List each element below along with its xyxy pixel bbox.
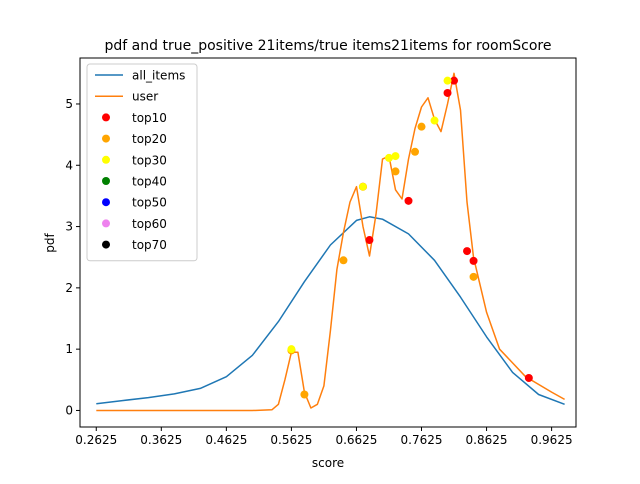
point-top20 xyxy=(300,390,309,399)
legend-label-top60: top60 xyxy=(132,217,167,231)
point-top20 xyxy=(469,272,478,281)
legend-label-top70: top70 xyxy=(132,238,167,252)
y-tick-label: 3 xyxy=(65,220,73,234)
legend-label-top30: top30 xyxy=(132,153,167,167)
point-top20 xyxy=(391,167,400,176)
legend-swatch-top20 xyxy=(102,134,110,143)
plot-layer xyxy=(96,72,565,412)
axes-layer: 0.2625 0.3625 0.4625 0.5625 0.6625 0.7625 0.86… xyxy=(65,97,572,447)
legend-swatch-top10 xyxy=(102,113,110,122)
legend-box xyxy=(86,63,198,262)
y-tick-label: 2 xyxy=(65,281,73,295)
point-top20 xyxy=(339,256,348,265)
y-tick-label: 0 xyxy=(65,403,73,417)
legend-swatch-top60 xyxy=(102,219,110,228)
series-line-user xyxy=(96,72,565,412)
point-top10 xyxy=(524,373,533,382)
point-top10 xyxy=(463,247,472,256)
legend-label-top40: top40 xyxy=(132,175,167,189)
point-top30 xyxy=(287,345,296,354)
point-top10 xyxy=(404,196,413,205)
x-tick-label: 0.8625 xyxy=(466,433,508,447)
legend-label-top50: top50 xyxy=(132,196,167,210)
point-top10 xyxy=(450,76,459,85)
legend-swatch-top50 xyxy=(102,198,110,207)
x-tick-label: 0.9625 xyxy=(531,433,573,447)
legend-label-user: user xyxy=(132,90,158,104)
point-top30 xyxy=(384,153,393,162)
x-tick-label: 0.3625 xyxy=(140,433,182,447)
point-top30 xyxy=(391,152,400,161)
x-axis-label: score xyxy=(312,456,344,470)
y-axis-label: pdf xyxy=(43,233,57,253)
point-top20 xyxy=(411,147,420,156)
legend-swatch-top70 xyxy=(102,240,110,249)
point-top10 xyxy=(365,236,374,245)
x-tick-label: 0.5625 xyxy=(270,433,312,447)
point-top30 xyxy=(443,76,452,85)
point-top20 xyxy=(417,122,426,131)
point-top30 xyxy=(430,116,439,125)
x-tick-label: 0.2625 xyxy=(75,433,117,447)
plot-frame xyxy=(79,57,577,428)
y-tick-label: 5 xyxy=(65,97,73,111)
x-tick-label: 0.4625 xyxy=(205,433,247,447)
x-tick-label: 0.6625 xyxy=(335,433,377,447)
point-top10 xyxy=(469,256,478,265)
legend-label-top10: top10 xyxy=(132,111,167,125)
legend-label-all-items: all_items xyxy=(132,69,185,83)
y-tick-label: 4 xyxy=(65,158,73,172)
legend-swatch-top30 xyxy=(102,155,110,164)
legend-label-top20: top20 xyxy=(132,132,167,146)
chart-title: pdf and true_positive 21items/true items… xyxy=(105,38,552,54)
point-top30 xyxy=(358,182,367,191)
point-top10 xyxy=(443,88,452,97)
y-tick-label: 1 xyxy=(65,342,73,356)
x-tick-label: 0.7625 xyxy=(401,433,443,447)
legend-swatch-top40 xyxy=(102,177,110,185)
